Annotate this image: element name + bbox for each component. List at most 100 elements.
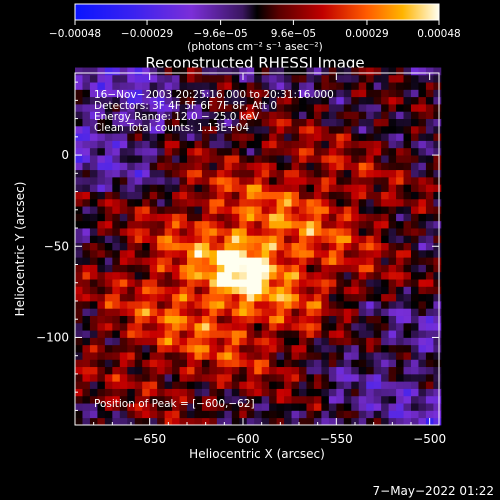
heatmap-pixel xyxy=(104,279,113,287)
heatmap-pixel xyxy=(418,104,427,112)
colorbar-tick-label: 0.00048 xyxy=(417,28,460,40)
heatmap-pixel xyxy=(134,359,143,368)
heatmap-pixel xyxy=(343,89,352,98)
heatmap-pixel xyxy=(224,308,233,316)
heatmap-pixel xyxy=(89,111,98,119)
heatmap-pixel xyxy=(89,293,98,302)
heatmap-pixel xyxy=(216,249,225,258)
heatmap-pixel xyxy=(291,264,300,273)
heatmap-pixel xyxy=(358,162,367,171)
heatmap-pixel xyxy=(164,279,173,287)
heatmap-pixel xyxy=(172,213,180,222)
heatmap-pixel xyxy=(291,96,300,105)
heatmap-pixel xyxy=(411,104,419,112)
heatmap-pixel xyxy=(254,235,263,244)
heatmap-pixel xyxy=(224,330,233,338)
heatmap-pixel xyxy=(149,366,158,375)
heatmap-pixel xyxy=(172,286,180,295)
heatmap-pixel xyxy=(299,286,307,295)
heatmap-pixel xyxy=(119,417,128,426)
heatmap-pixel xyxy=(358,417,367,426)
heatmap-pixel xyxy=(194,133,203,141)
heatmap-pixel xyxy=(179,330,188,338)
heatmap-pixel xyxy=(396,235,404,244)
heatmap-pixel xyxy=(89,191,98,200)
heatmap-pixel xyxy=(119,381,128,389)
heatmap-pixel xyxy=(231,359,240,368)
heatmap-pixel xyxy=(269,140,277,149)
heatmap-pixel xyxy=(291,198,300,207)
heatmap-pixel xyxy=(112,381,121,389)
heatmap-pixel xyxy=(351,410,360,419)
heatmap-pixel xyxy=(328,257,337,265)
heatmap-pixel xyxy=(351,133,360,141)
heatmap-pixel xyxy=(209,330,218,338)
heatmap-pixel xyxy=(254,206,263,214)
heatmap-pixel xyxy=(246,184,255,192)
heatmap-pixel xyxy=(313,155,322,163)
heatmap-pixel xyxy=(425,300,434,309)
heatmap-pixel xyxy=(388,198,397,207)
heatmap-pixel xyxy=(254,271,263,280)
heatmap-pixel xyxy=(112,410,121,419)
heatmap-pixel xyxy=(224,359,233,368)
heatmap-pixel xyxy=(164,213,173,222)
heatmap-pixel xyxy=(306,228,315,236)
heatmap-pixel xyxy=(299,322,307,331)
heatmap-pixel xyxy=(134,249,143,258)
heatmap-pixel xyxy=(209,89,218,98)
heatmap-pixel xyxy=(172,249,180,258)
heatmap-pixel xyxy=(149,410,158,419)
heatmap-pixel xyxy=(201,359,210,368)
heatmap-pixel xyxy=(216,359,225,368)
heatmap-pixel xyxy=(336,169,345,178)
heatmap-pixel xyxy=(433,220,442,229)
heatmap-pixel xyxy=(366,147,375,156)
heatmap-pixel xyxy=(231,147,240,156)
heatmap-pixel xyxy=(201,74,210,83)
heatmap-pixel xyxy=(306,111,315,119)
heatmap-pixel xyxy=(231,315,240,324)
heatmap-pixel xyxy=(388,366,397,375)
heatmap-pixel xyxy=(194,249,203,258)
heatmap-pixel xyxy=(366,308,375,316)
heatmap-pixel xyxy=(306,300,315,309)
heatmap-pixel xyxy=(157,82,165,90)
heatmap-pixel xyxy=(261,373,270,382)
heatmap-pixel xyxy=(313,271,322,280)
heatmap-pixel xyxy=(328,82,337,90)
heatmap-pixel xyxy=(216,344,225,353)
heatmap-pixel xyxy=(164,220,173,229)
heatmap-pixel xyxy=(396,395,404,404)
heatmap-pixel xyxy=(321,96,330,105)
heatmap-pixel xyxy=(313,381,322,389)
heatmap-pixel xyxy=(284,67,292,76)
heatmap-pixel xyxy=(313,300,322,309)
heatmap-pixel xyxy=(164,366,173,375)
heatmap-pixel xyxy=(201,322,210,331)
heatmap-pixel xyxy=(321,344,330,353)
heatmap-pixel xyxy=(119,322,128,331)
heatmap-pixel xyxy=(261,220,270,229)
heatmap-pixel xyxy=(201,111,210,119)
heatmap-pixel xyxy=(261,344,270,353)
heatmap-pixel xyxy=(209,257,218,265)
heatmap-pixel xyxy=(127,82,136,90)
heatmap-pixel xyxy=(373,155,382,163)
heatmap-pixel xyxy=(313,322,322,331)
heatmap-pixel xyxy=(328,271,337,280)
heatmap-pixel xyxy=(134,96,143,105)
heatmap-pixel xyxy=(134,315,143,324)
heatmap-pixel xyxy=(291,82,300,90)
heatmap-pixel xyxy=(142,191,151,200)
heatmap-pixel xyxy=(164,417,173,426)
heatmap-pixel xyxy=(104,176,113,185)
heatmap-pixel xyxy=(89,300,98,309)
heatmap-pixel xyxy=(142,235,151,244)
heatmap-pixel xyxy=(209,147,218,156)
heatmap-pixel xyxy=(127,359,136,368)
heatmap-pixel xyxy=(82,111,91,119)
heatmap-pixel xyxy=(134,147,143,156)
heatmap-pixel xyxy=(291,133,300,141)
heatmap-pixel xyxy=(388,125,397,134)
